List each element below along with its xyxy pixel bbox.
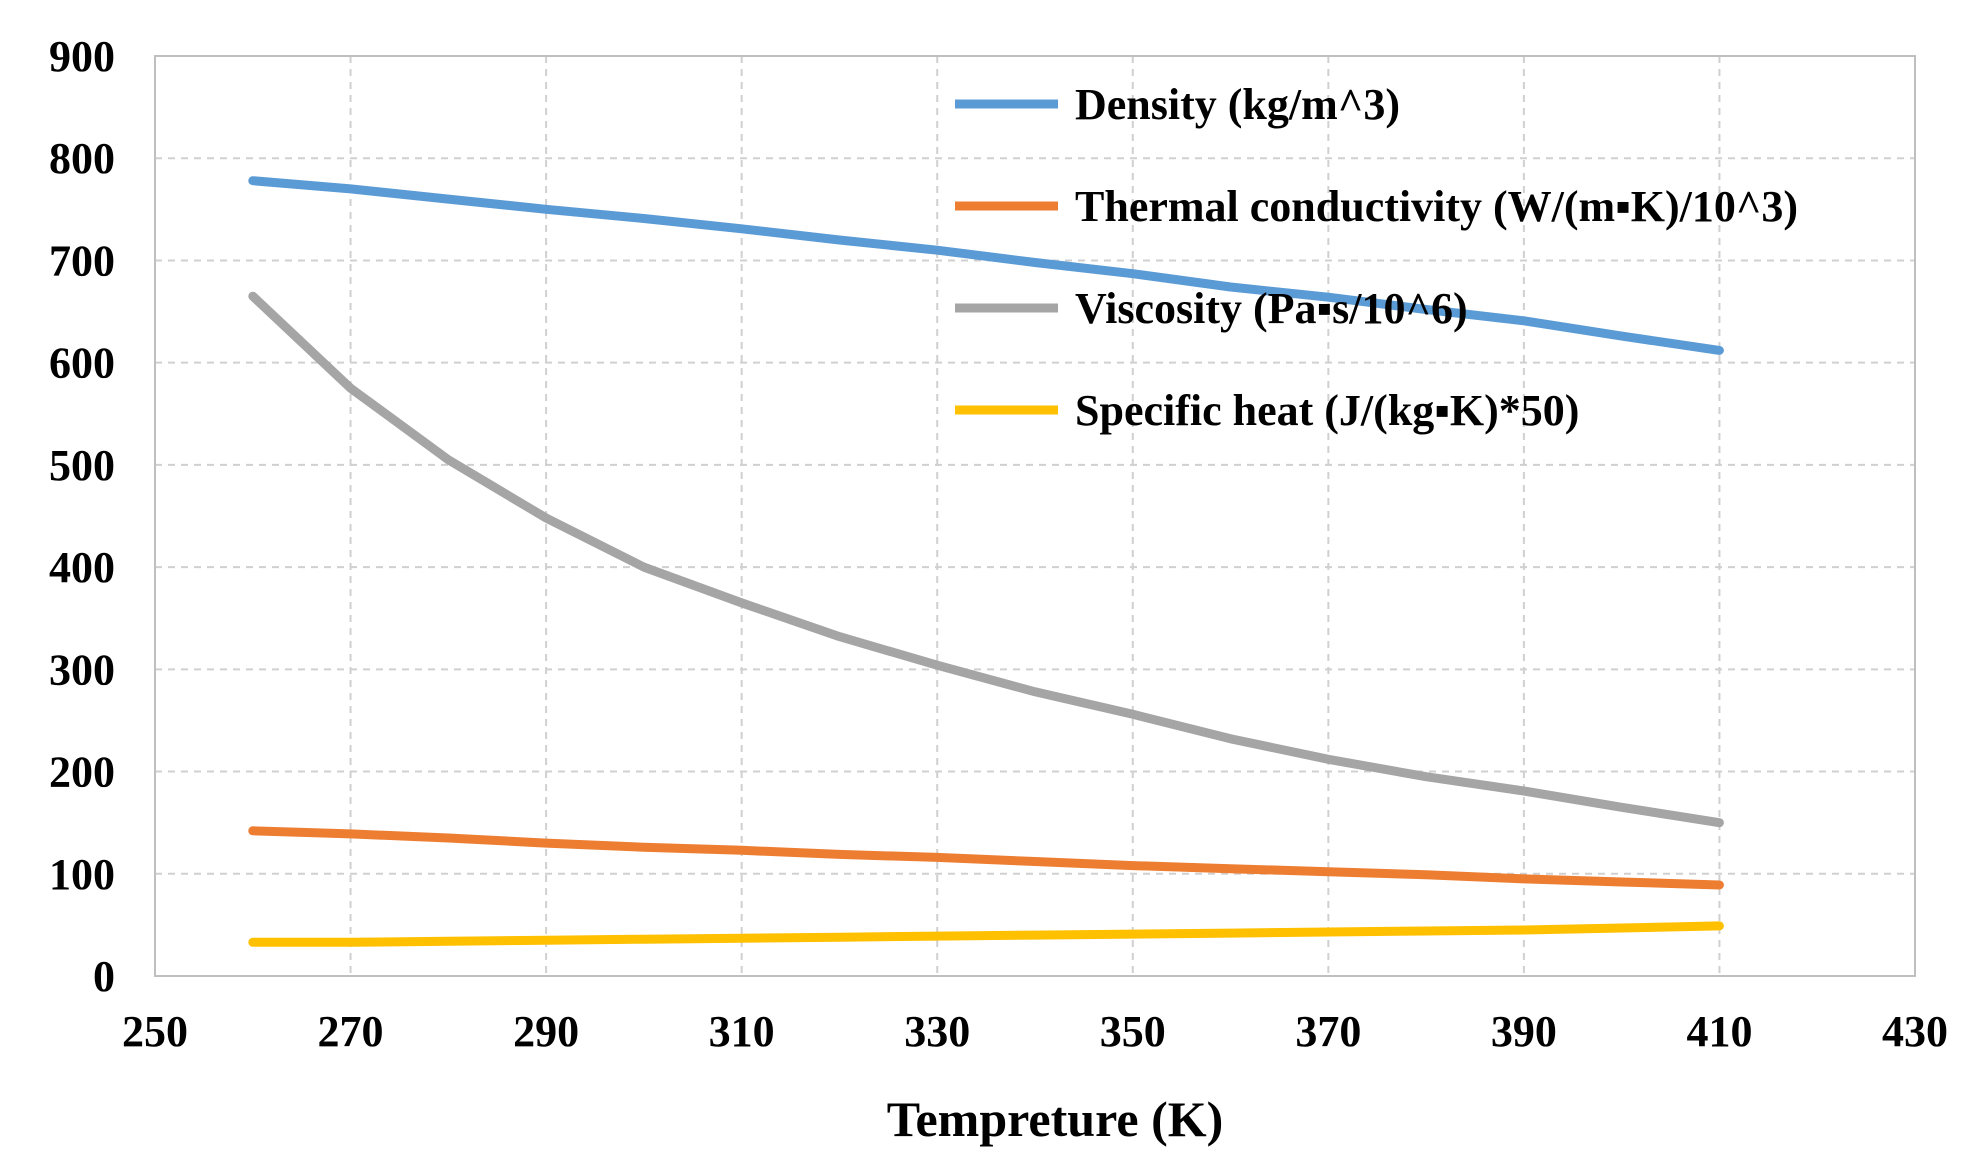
x-tick-label: 270 <box>318 1007 384 1056</box>
y-tick-label: 0 <box>93 952 115 1001</box>
series-line-1 <box>248 826 1724 890</box>
x-tick-label: 390 <box>1491 1007 1557 1056</box>
legend-label: Thermal conductivity (W/(m▪K)/10^3) <box>1075 182 1798 231</box>
x-tick-label: 250 <box>122 1007 188 1056</box>
y-tick-label: 700 <box>49 236 115 285</box>
y-tick-label: 900 <box>49 32 115 81</box>
plot-border <box>154 55 1916 977</box>
x-axis-title: Tempreture (K) <box>887 1091 1224 1147</box>
axes <box>154 55 1916 977</box>
x-tick-label: 370 <box>1295 1007 1361 1056</box>
x-tick-label: 410 <box>1686 1007 1752 1056</box>
x-tick-label: 310 <box>709 1007 775 1056</box>
series-line-2 <box>248 291 1724 828</box>
y-tick-label: 800 <box>49 134 115 183</box>
x-tick-label: 330 <box>904 1007 970 1056</box>
y-tick-label: 300 <box>49 645 115 694</box>
y-tick-label: 200 <box>49 748 115 797</box>
x-tick-label: 290 <box>513 1007 579 1056</box>
data-series <box>248 176 1724 947</box>
y-tick-label: 100 <box>49 850 115 899</box>
series-line-0 <box>248 176 1724 355</box>
tick-labels: 0 100 200 300 400 500 600 700 800 900 250 270 290 310… <box>49 32 1948 1056</box>
y-tick-label: 600 <box>49 339 115 388</box>
x-tick-label: 350 <box>1100 1007 1166 1056</box>
legend-label: Viscosity (Pa▪s/10^6) <box>1075 284 1468 333</box>
legend-label: Specific heat (J/(kg▪K)*50) <box>1075 386 1579 435</box>
legend: Density (kg/m^3) Thermal conductivity (W/… <box>955 80 1798 435</box>
legend-label: Density (kg/m^3) <box>1075 80 1400 129</box>
series-line-3 <box>248 921 1724 947</box>
y-tick-label: 400 <box>49 543 115 592</box>
x-tick-label: 430 <box>1882 1007 1948 1056</box>
y-tick-label: 500 <box>49 441 115 490</box>
